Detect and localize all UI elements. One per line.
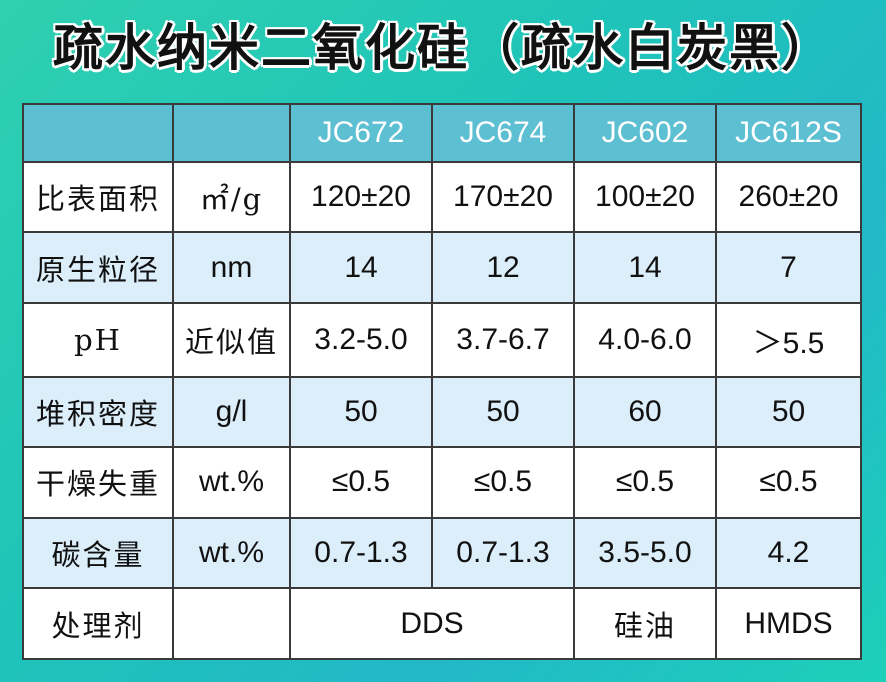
value-cell: ≤0.5 xyxy=(573,446,717,519)
value-cell: 0.7-1.3 xyxy=(289,516,433,590)
unit-cell: wt.% xyxy=(172,516,291,590)
unit-cell: g/l xyxy=(172,375,291,449)
value-cell: 120±20 xyxy=(289,160,433,234)
value-cell: ≤0.5 xyxy=(715,446,862,519)
unit-cell: wt.% xyxy=(172,446,291,519)
row: 比表面积 ㎡/g 120±20 170±20 100±20 260±20 xyxy=(22,160,862,234)
row: 堆积密度 g/l 50 50 60 50 xyxy=(22,375,862,449)
row-label: 比表面积 xyxy=(22,160,174,234)
value-cell: 3.2-5.0 xyxy=(289,301,433,378)
value-cell: 12 xyxy=(431,231,575,304)
value-cell: 硅油 xyxy=(573,587,717,660)
row-label: 处理剂 xyxy=(22,587,174,660)
row: 处理剂 DDS 硅油 HMDS xyxy=(22,587,862,660)
unit-cell: 近似值 xyxy=(172,301,291,378)
value-cell: 60 xyxy=(573,375,717,449)
value-cell: 0.7-1.3 xyxy=(431,516,575,590)
header-cell: JC612S xyxy=(715,103,862,163)
value-cell: ≤0.5 xyxy=(431,446,575,519)
header-cell: JC672 xyxy=(289,103,433,163)
value-cell: 4.0-6.0 xyxy=(573,301,717,378)
unit-cell: ㎡/g xyxy=(172,160,291,234)
value-cell: 4.2 xyxy=(715,516,862,590)
header-cell xyxy=(172,103,291,163)
value-cell: 50 xyxy=(431,375,575,449)
row-label: 干燥失重 xyxy=(22,446,174,519)
value-cell: 100±20 xyxy=(573,160,717,234)
title: 疏水纳米二氧化硅（疏水白炭黑） xyxy=(53,20,833,76)
spec-table: JC672 JC674 JC602 JC612S 比表面积 ㎡/g 120±20 170±20… xyxy=(22,103,862,660)
value-cell: ＞5.5 xyxy=(715,301,862,378)
unit-cell: nm xyxy=(172,231,291,304)
value-cell: DDS xyxy=(289,587,575,660)
value-cell: ≤0.5 xyxy=(289,446,433,519)
value-cell: 3.5-5.0 xyxy=(573,516,717,590)
value-cell: 50 xyxy=(715,375,862,449)
row-label: 原生粒径 xyxy=(22,231,174,304)
row: 干燥失重 wt.% ≤0.5 ≤0.5 ≤0.5 ≤0.5 xyxy=(22,446,862,519)
header-cell: JC674 xyxy=(431,103,575,163)
row: pH 近似值 3.2-5.0 3.7-6.7 4.0-6.0 ＞5.5 xyxy=(22,301,862,378)
value-cell: 14 xyxy=(573,231,717,304)
value-cell: 14 xyxy=(289,231,433,304)
row-label: 碳含量 xyxy=(22,516,174,590)
header-cell xyxy=(22,103,174,163)
value-cell: 7 xyxy=(715,231,862,304)
row: 碳含量 wt.% 0.7-1.3 0.7-1.3 3.5-5.0 4.2 xyxy=(22,516,862,590)
value-cell: HMDS xyxy=(715,587,862,660)
unit-cell xyxy=(172,587,291,660)
value-cell: 50 xyxy=(289,375,433,449)
row-label: pH xyxy=(22,301,174,378)
value-cell: 3.7-6.7 xyxy=(431,301,575,378)
value-cell: 260±20 xyxy=(715,160,862,234)
header-row: JC672 JC674 JC602 JC612S xyxy=(22,103,862,163)
value-cell: 170±20 xyxy=(431,160,575,234)
row: 原生粒径 nm 14 12 14 7 xyxy=(22,231,862,304)
header-cell: JC602 xyxy=(573,103,717,163)
row-label: 堆积密度 xyxy=(22,375,174,449)
